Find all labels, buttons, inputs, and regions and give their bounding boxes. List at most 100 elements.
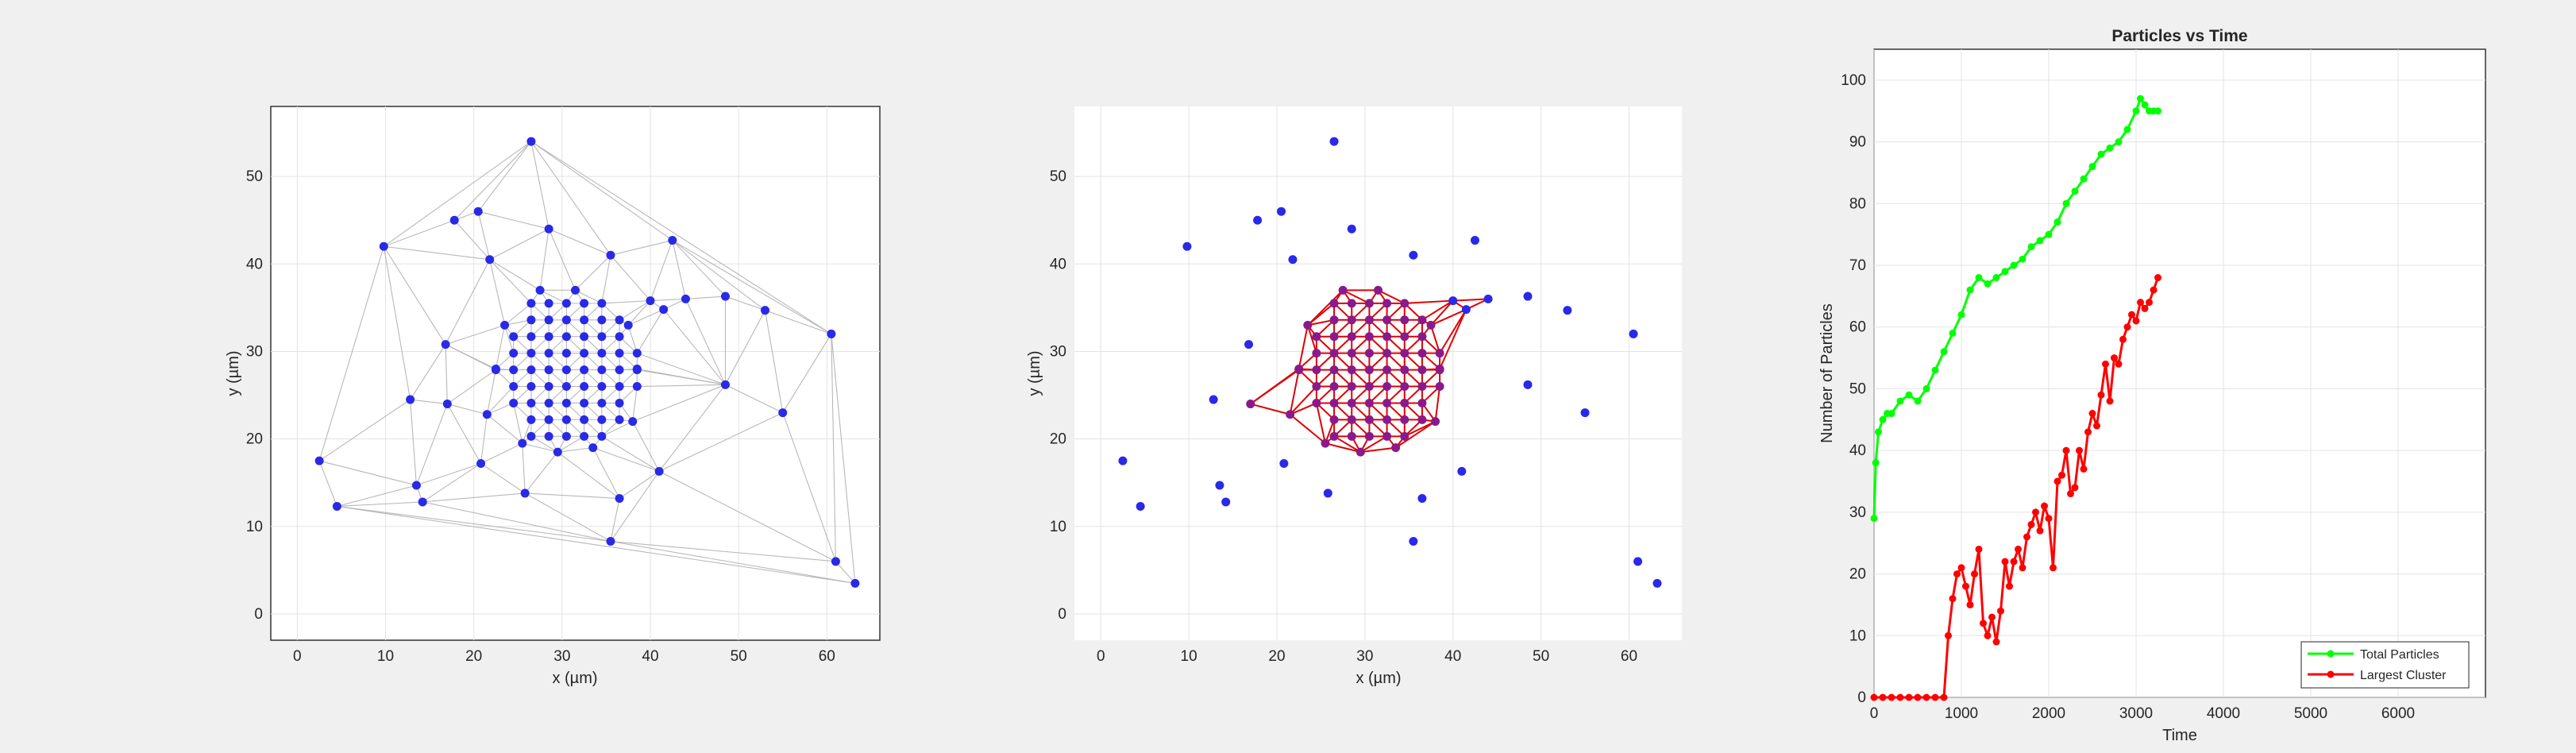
series-point (2146, 299, 2153, 307)
series-point (2154, 107, 2161, 115)
series-point (2150, 286, 2158, 294)
y-tick-label: 30 (1050, 343, 1066, 360)
particle-point (623, 320, 633, 330)
triangulation-edge (337, 505, 611, 543)
particle-point (561, 415, 571, 424)
particle-point (580, 415, 589, 424)
triangulation-edge (539, 289, 567, 304)
triangulation-edge (486, 386, 515, 415)
particle-point (597, 431, 607, 441)
panel-3-grid (1873, 49, 2485, 698)
series-point (2097, 150, 2105, 158)
particle-point (1457, 466, 1467, 476)
triangulation-edge (447, 404, 488, 415)
cluster-edge (1359, 435, 1388, 454)
particle-point (544, 431, 553, 441)
cluster-particle-point (1364, 349, 1374, 358)
cluster-particle-point (1347, 415, 1356, 424)
y-tick-label: 40 (246, 256, 263, 272)
x-tick-label: 30 (1356, 648, 1373, 665)
triangulation-edge (575, 289, 603, 304)
cluster-particle-point (1417, 398, 1427, 407)
series-point (2027, 243, 2035, 251)
cluster-particle-point (1329, 315, 1339, 325)
cluster-particle-point (1364, 415, 1374, 424)
series-point (2010, 261, 2018, 269)
series-point (2050, 564, 2057, 572)
cluster-particle-point (1400, 415, 1409, 424)
cluster-particle-point (1364, 398, 1374, 407)
cluster-particle-point (1355, 447, 1365, 457)
particle-point (544, 299, 553, 308)
triangulation-edge (524, 492, 611, 542)
particle-point (520, 488, 530, 498)
triangulation-edge (445, 324, 505, 346)
series-point (2053, 218, 2061, 226)
panel-1-background (270, 106, 881, 641)
panel-2-y-axis-label: y (µm) (1026, 350, 1043, 396)
particle-point (615, 365, 624, 375)
y-tick-label: 10 (1050, 519, 1066, 535)
cluster-particle-point (1329, 365, 1339, 375)
particle-point (597, 398, 607, 407)
series-point (1940, 348, 1948, 356)
cluster-particle-point (1329, 431, 1339, 441)
triangulation-edge (410, 400, 417, 486)
series-point (1879, 693, 1887, 701)
series-point (1992, 638, 2000, 646)
particle-point (646, 296, 655, 306)
particle-point (597, 349, 607, 358)
triangulation-edge (592, 447, 660, 472)
cluster-edge (1360, 446, 1396, 454)
y-tick-label: 0 (254, 606, 263, 623)
particle-point (411, 481, 421, 490)
cluster-particle-point (1347, 349, 1356, 358)
cluster-edge (1378, 289, 1406, 304)
triangulation-edge (530, 435, 558, 453)
cluster-edge (1430, 308, 1467, 326)
particle-point (597, 415, 607, 424)
triangulation-edge (383, 245, 446, 345)
particle-point (561, 382, 571, 392)
cluster-particle-point (1329, 299, 1339, 308)
cluster-edge (1434, 386, 1441, 422)
series-point (2123, 323, 2131, 331)
particle-point (654, 466, 664, 476)
series-point (1988, 613, 1996, 621)
triangulation-edge (337, 485, 417, 507)
particle-point (561, 398, 571, 407)
particle-point (500, 320, 510, 330)
cluster-particle-point (1382, 431, 1392, 441)
cluster-edge (1430, 299, 1454, 326)
panel-1-x-axis-label: x (µm) (552, 670, 597, 687)
particle-point (544, 415, 553, 424)
cluster-particle-point (1364, 382, 1374, 392)
series-point (2088, 163, 2096, 171)
particle-point (544, 398, 553, 407)
particle-point (1461, 305, 1471, 315)
series-point (2132, 107, 2140, 115)
series-point (1997, 607, 2004, 615)
series-point (1914, 693, 1922, 701)
cluster-particle-point (1329, 332, 1339, 342)
particle-point (1409, 537, 1418, 546)
series-point (2141, 101, 2149, 109)
x-tick-label: 50 (731, 648, 747, 665)
series-point (1875, 428, 1882, 436)
y-tick-label: 50 (1849, 380, 1866, 397)
particle-point (1629, 329, 1638, 338)
particle-point (778, 408, 788, 418)
triangulation-edge (610, 471, 660, 542)
cluster-particle-point (1329, 382, 1339, 392)
particle-point (526, 332, 536, 342)
cluster-particle-point (1329, 415, 1339, 424)
cluster-particle-point (1417, 332, 1427, 342)
cluster-particle-point (1246, 400, 1255, 409)
particle-point (1215, 481, 1224, 490)
triangulation-edge (548, 229, 577, 291)
triangulation-edge (782, 412, 836, 562)
y-tick-label: 10 (1849, 628, 1866, 644)
triangulation-edge (384, 245, 490, 261)
particle-point (526, 415, 536, 424)
legend-label-cluster: Largest Cluster (2360, 669, 2447, 682)
